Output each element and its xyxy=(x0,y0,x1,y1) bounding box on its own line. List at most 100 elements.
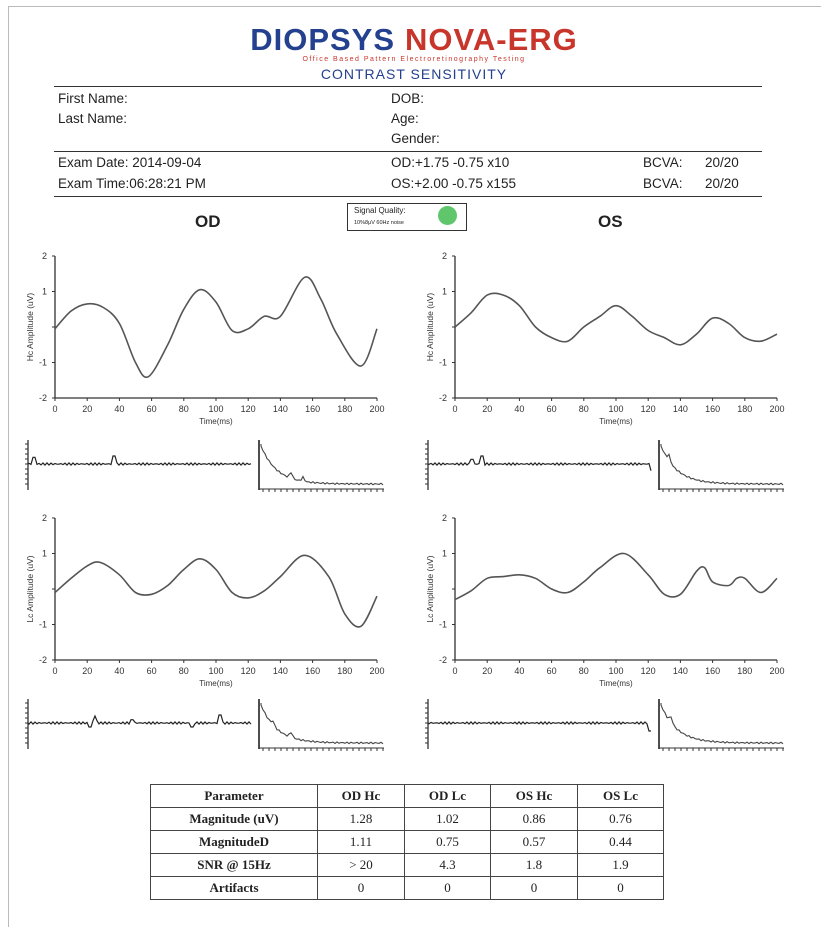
x-tick-label: 0 xyxy=(452,404,457,414)
os-bcva-value: 20/20 xyxy=(705,176,739,191)
os-bcva-label: BCVA: xyxy=(643,176,683,191)
header-cell: Parameter xyxy=(150,784,318,808)
report-frame xyxy=(8,6,821,927)
age-label: Age: xyxy=(391,111,419,126)
od-lc-raw-signal xyxy=(25,699,384,751)
x-tick-label: 60 xyxy=(547,666,557,676)
y-tick-label: -2 xyxy=(39,393,47,403)
x-tick-label: 180 xyxy=(337,404,352,414)
x-tick-label: 20 xyxy=(82,666,92,676)
x-tick-label: 160 xyxy=(705,404,720,414)
value-cell: 0.86 xyxy=(490,807,578,831)
x-tick-label: 120 xyxy=(241,404,256,414)
x-tick-label: 200 xyxy=(769,404,784,414)
y-axis-label: Hc Amplitude (uV) xyxy=(25,293,35,362)
x-tick-label: 120 xyxy=(641,404,656,414)
results-table: Parameter OD Hc OD Lc OS Hc OS Lc Magnit… xyxy=(150,784,664,900)
y-tick-label: 2 xyxy=(42,513,47,523)
x-axis-label: Time(ms) xyxy=(599,417,633,426)
waveform-line xyxy=(454,552,778,601)
y-tick-label: 1 xyxy=(442,287,447,297)
x-tick-label: 180 xyxy=(337,666,352,676)
x-tick-label: 60 xyxy=(147,666,157,676)
raw-signal-trace xyxy=(427,721,651,732)
signal-quality-box: Signal Quality: 10%8μV 60Hz noise xyxy=(347,203,467,231)
x-tick-label: 140 xyxy=(273,666,288,676)
y-tick-label: -2 xyxy=(39,655,47,665)
value-cell: 0 xyxy=(577,876,664,900)
y-tick-label: -1 xyxy=(439,620,447,630)
x-tick-label: 40 xyxy=(114,404,124,414)
x-axis-label: Time(ms) xyxy=(199,679,233,688)
brand-right: NOVA-ERG xyxy=(405,22,578,57)
x-tick-label: 100 xyxy=(208,404,223,414)
x-tick-label: 20 xyxy=(482,666,492,676)
x-tick-label: 200 xyxy=(769,666,784,676)
table-row: Magnitude (uV) 1.28 1.02 0.86 0.76 xyxy=(150,807,664,831)
value-cell: 1.02 xyxy=(404,807,491,831)
spectrum-trace xyxy=(260,444,384,486)
x-tick-label: 160 xyxy=(705,666,720,676)
value-cell: 1.9 xyxy=(577,853,664,877)
value-cell: 4.3 xyxy=(404,853,491,877)
x-tick-label: 100 xyxy=(608,666,623,676)
y-axis-label: Lc Amplitude (uV) xyxy=(25,555,35,622)
signal-quality-label: Signal Quality: xyxy=(354,206,406,215)
value-cell: 0 xyxy=(404,876,491,900)
x-tick-label: 0 xyxy=(452,666,457,676)
od-bcva-value: 20/20 xyxy=(705,155,739,170)
os-refraction: OS:+2.00 -0.75 x155 xyxy=(391,176,516,191)
y-tick-label: -1 xyxy=(39,358,47,368)
divider xyxy=(54,196,762,197)
x-tick-label: 160 xyxy=(305,404,320,414)
od-hc-raw-signal xyxy=(25,440,384,492)
x-tick-label: 40 xyxy=(514,404,524,414)
os-hc-chart: 2 1 -1 -2 0 20 40 60 80 100 120 140 160 180 200 Time(ms… xyxy=(425,251,785,426)
signal-quality-note: 10%8μV 60Hz noise xyxy=(354,220,404,226)
x-tick-label: 180 xyxy=(737,404,752,414)
table-row: Artifacts 0 0 0 0 xyxy=(150,876,664,900)
waveform-line xyxy=(54,276,378,379)
x-axis-label: Time(ms) xyxy=(599,679,633,688)
x-tick-label: 40 xyxy=(114,666,124,676)
value-cell: 0 xyxy=(490,876,578,900)
x-tick-label: 120 xyxy=(241,666,256,676)
test-name: CONTRAST SENSITIVITY xyxy=(320,66,508,82)
value-cell: 1.28 xyxy=(317,807,405,831)
value-cell: 0.44 xyxy=(577,830,664,854)
waveform-line xyxy=(54,554,378,628)
x-tick-label: 80 xyxy=(579,404,589,414)
last-name-label: Last Name: xyxy=(58,111,128,126)
value-cell: 0.75 xyxy=(404,830,491,854)
x-tick-label: 40 xyxy=(514,666,524,676)
x-tick-label: 60 xyxy=(547,404,557,414)
brand-subtitle: Office Based Pattern Electroretinography… xyxy=(302,56,526,63)
table-row: SNR @ 15Hz > 20 4.3 1.8 1.9 xyxy=(150,853,664,877)
y-axis-label: Hc Amplitude (uV) xyxy=(425,293,435,362)
x-tick-label: 20 xyxy=(482,404,492,414)
y-tick-label: -1 xyxy=(39,620,47,630)
parameter-cell: SNR @ 15Hz xyxy=(150,853,318,877)
divider xyxy=(54,151,762,152)
value-cell: 0.57 xyxy=(490,830,578,854)
od-hc-chart: 2 1 -1 -2 0 20 40 60 80 100 120 140 160 180 200 Time(ms… xyxy=(25,251,385,426)
x-tick-label: 80 xyxy=(179,404,189,414)
value-cell: 1.11 xyxy=(317,830,405,854)
y-tick-label: 1 xyxy=(42,287,47,297)
x-tick-label: 200 xyxy=(369,666,384,676)
x-tick-label: 80 xyxy=(579,666,589,676)
y-axis-label: Lc Amplitude (uV) xyxy=(425,555,435,622)
x-tick-label: 80 xyxy=(179,666,189,676)
y-tick-label: -2 xyxy=(439,655,447,665)
brand-left: DIOPSYS xyxy=(250,22,396,57)
x-tick-label: 140 xyxy=(673,404,688,414)
x-tick-label: 20 xyxy=(82,404,92,414)
value-cell: > 20 xyxy=(317,853,405,877)
parameter-cell: Magnitude (uV) xyxy=(150,807,318,831)
x-tick-label: 0 xyxy=(52,666,57,676)
spectrum-trace xyxy=(660,444,784,486)
results-header-row: Parameter OD Hc OD Lc OS Hc OS Lc xyxy=(150,784,664,808)
y-tick-label: -1 xyxy=(439,358,447,368)
value-cell: 0 xyxy=(317,876,405,900)
x-tick-label: 60 xyxy=(147,404,157,414)
